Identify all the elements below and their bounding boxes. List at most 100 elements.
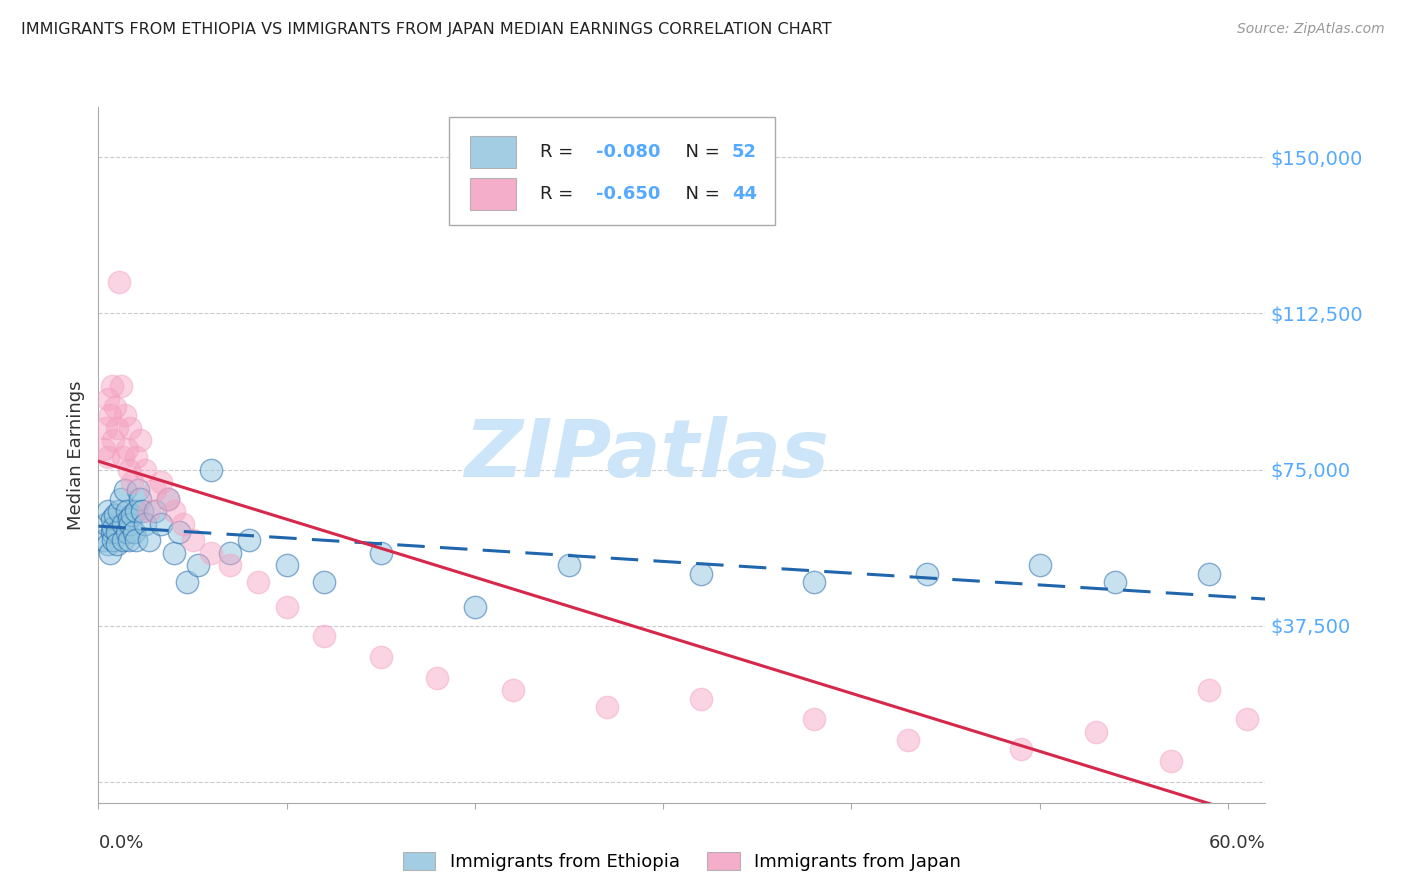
Point — [94, 421, 117, 435]
Point — [163, 504, 186, 518]
Point — [157, 491, 180, 506]
Point — [181, 533, 204, 548]
Point — [219, 558, 242, 573]
Point — [117, 462, 139, 476]
Point — [502, 683, 524, 698]
Point — [120, 421, 142, 435]
Point — [200, 462, 222, 476]
Point — [104, 400, 127, 414]
Text: R =: R = — [540, 144, 578, 161]
Point — [103, 533, 125, 548]
Text: N =: N = — [673, 144, 725, 161]
FancyBboxPatch shape — [470, 136, 516, 169]
Text: IMMIGRANTS FROM ETHIOPIA VS IMMIGRANTS FROM JAPAN MEDIAN EARNINGS CORRELATION CH: IMMIGRANTS FROM ETHIOPIA VS IMMIGRANTS F… — [21, 22, 832, 37]
Point — [464, 599, 486, 614]
Point — [149, 516, 172, 531]
Point — [110, 379, 132, 393]
Point — [121, 475, 143, 489]
Point — [108, 504, 131, 518]
Point — [238, 533, 260, 548]
Point — [138, 533, 160, 548]
Point — [1236, 713, 1258, 727]
Point — [93, 533, 115, 548]
Point — [1198, 566, 1220, 581]
Point — [172, 516, 194, 531]
Point — [98, 546, 121, 560]
Text: ZIPatlas: ZIPatlas — [464, 416, 830, 494]
Point — [897, 733, 920, 747]
Point — [103, 434, 125, 448]
Text: R =: R = — [540, 185, 578, 203]
Text: 52: 52 — [733, 144, 756, 161]
Point — [105, 524, 128, 539]
Point — [276, 599, 298, 614]
Point — [98, 409, 121, 423]
Point — [93, 442, 115, 456]
Point — [105, 421, 128, 435]
Point — [157, 491, 180, 506]
Point — [100, 524, 122, 539]
Point — [1010, 741, 1032, 756]
Point — [108, 275, 131, 289]
Point — [803, 713, 825, 727]
Point — [689, 691, 711, 706]
Point — [1028, 558, 1050, 573]
Point — [169, 524, 191, 539]
Point — [149, 475, 172, 489]
Point — [803, 574, 825, 589]
Text: -0.080: -0.080 — [596, 144, 659, 161]
Point — [138, 504, 160, 518]
Point — [314, 574, 336, 589]
Point — [1104, 574, 1126, 589]
Point — [1085, 725, 1108, 739]
Text: 44: 44 — [733, 185, 756, 203]
Legend: Immigrants from Ethiopia, Immigrants from Japan: Immigrants from Ethiopia, Immigrants fro… — [395, 846, 969, 879]
Point — [115, 442, 138, 456]
Point — [117, 533, 139, 548]
Point — [134, 516, 156, 531]
Text: N =: N = — [673, 185, 725, 203]
Text: -0.650: -0.650 — [596, 185, 659, 203]
Point — [114, 409, 136, 423]
Point — [97, 537, 120, 551]
Point — [143, 504, 166, 518]
Point — [314, 629, 336, 643]
Point — [117, 512, 139, 526]
Point — [125, 450, 148, 464]
Point — [187, 558, 209, 573]
Point — [110, 491, 132, 506]
Point — [115, 504, 138, 518]
FancyBboxPatch shape — [470, 178, 516, 210]
Point — [595, 700, 617, 714]
Point — [558, 558, 581, 573]
Point — [122, 524, 145, 539]
Point — [97, 392, 120, 406]
Text: 60.0%: 60.0% — [1209, 834, 1265, 852]
Point — [111, 533, 134, 548]
Y-axis label: Median Earnings: Median Earnings — [67, 380, 86, 530]
Point — [176, 574, 198, 589]
Point — [219, 546, 242, 560]
Point — [1198, 683, 1220, 698]
Point — [100, 512, 122, 526]
Point — [915, 566, 938, 581]
Point — [97, 450, 120, 464]
Point — [120, 516, 142, 531]
Point — [134, 462, 156, 476]
Point — [1160, 754, 1182, 768]
Point — [247, 574, 270, 589]
Point — [111, 450, 134, 464]
Point — [128, 434, 150, 448]
Point — [276, 558, 298, 573]
Point — [370, 650, 392, 665]
Point — [370, 546, 392, 560]
Point — [94, 516, 117, 531]
Point — [200, 546, 222, 560]
Point — [131, 504, 153, 518]
FancyBboxPatch shape — [449, 118, 775, 226]
Point — [426, 671, 449, 685]
Point — [143, 483, 166, 498]
Point — [104, 508, 127, 523]
Point — [125, 504, 148, 518]
Point — [111, 516, 134, 531]
